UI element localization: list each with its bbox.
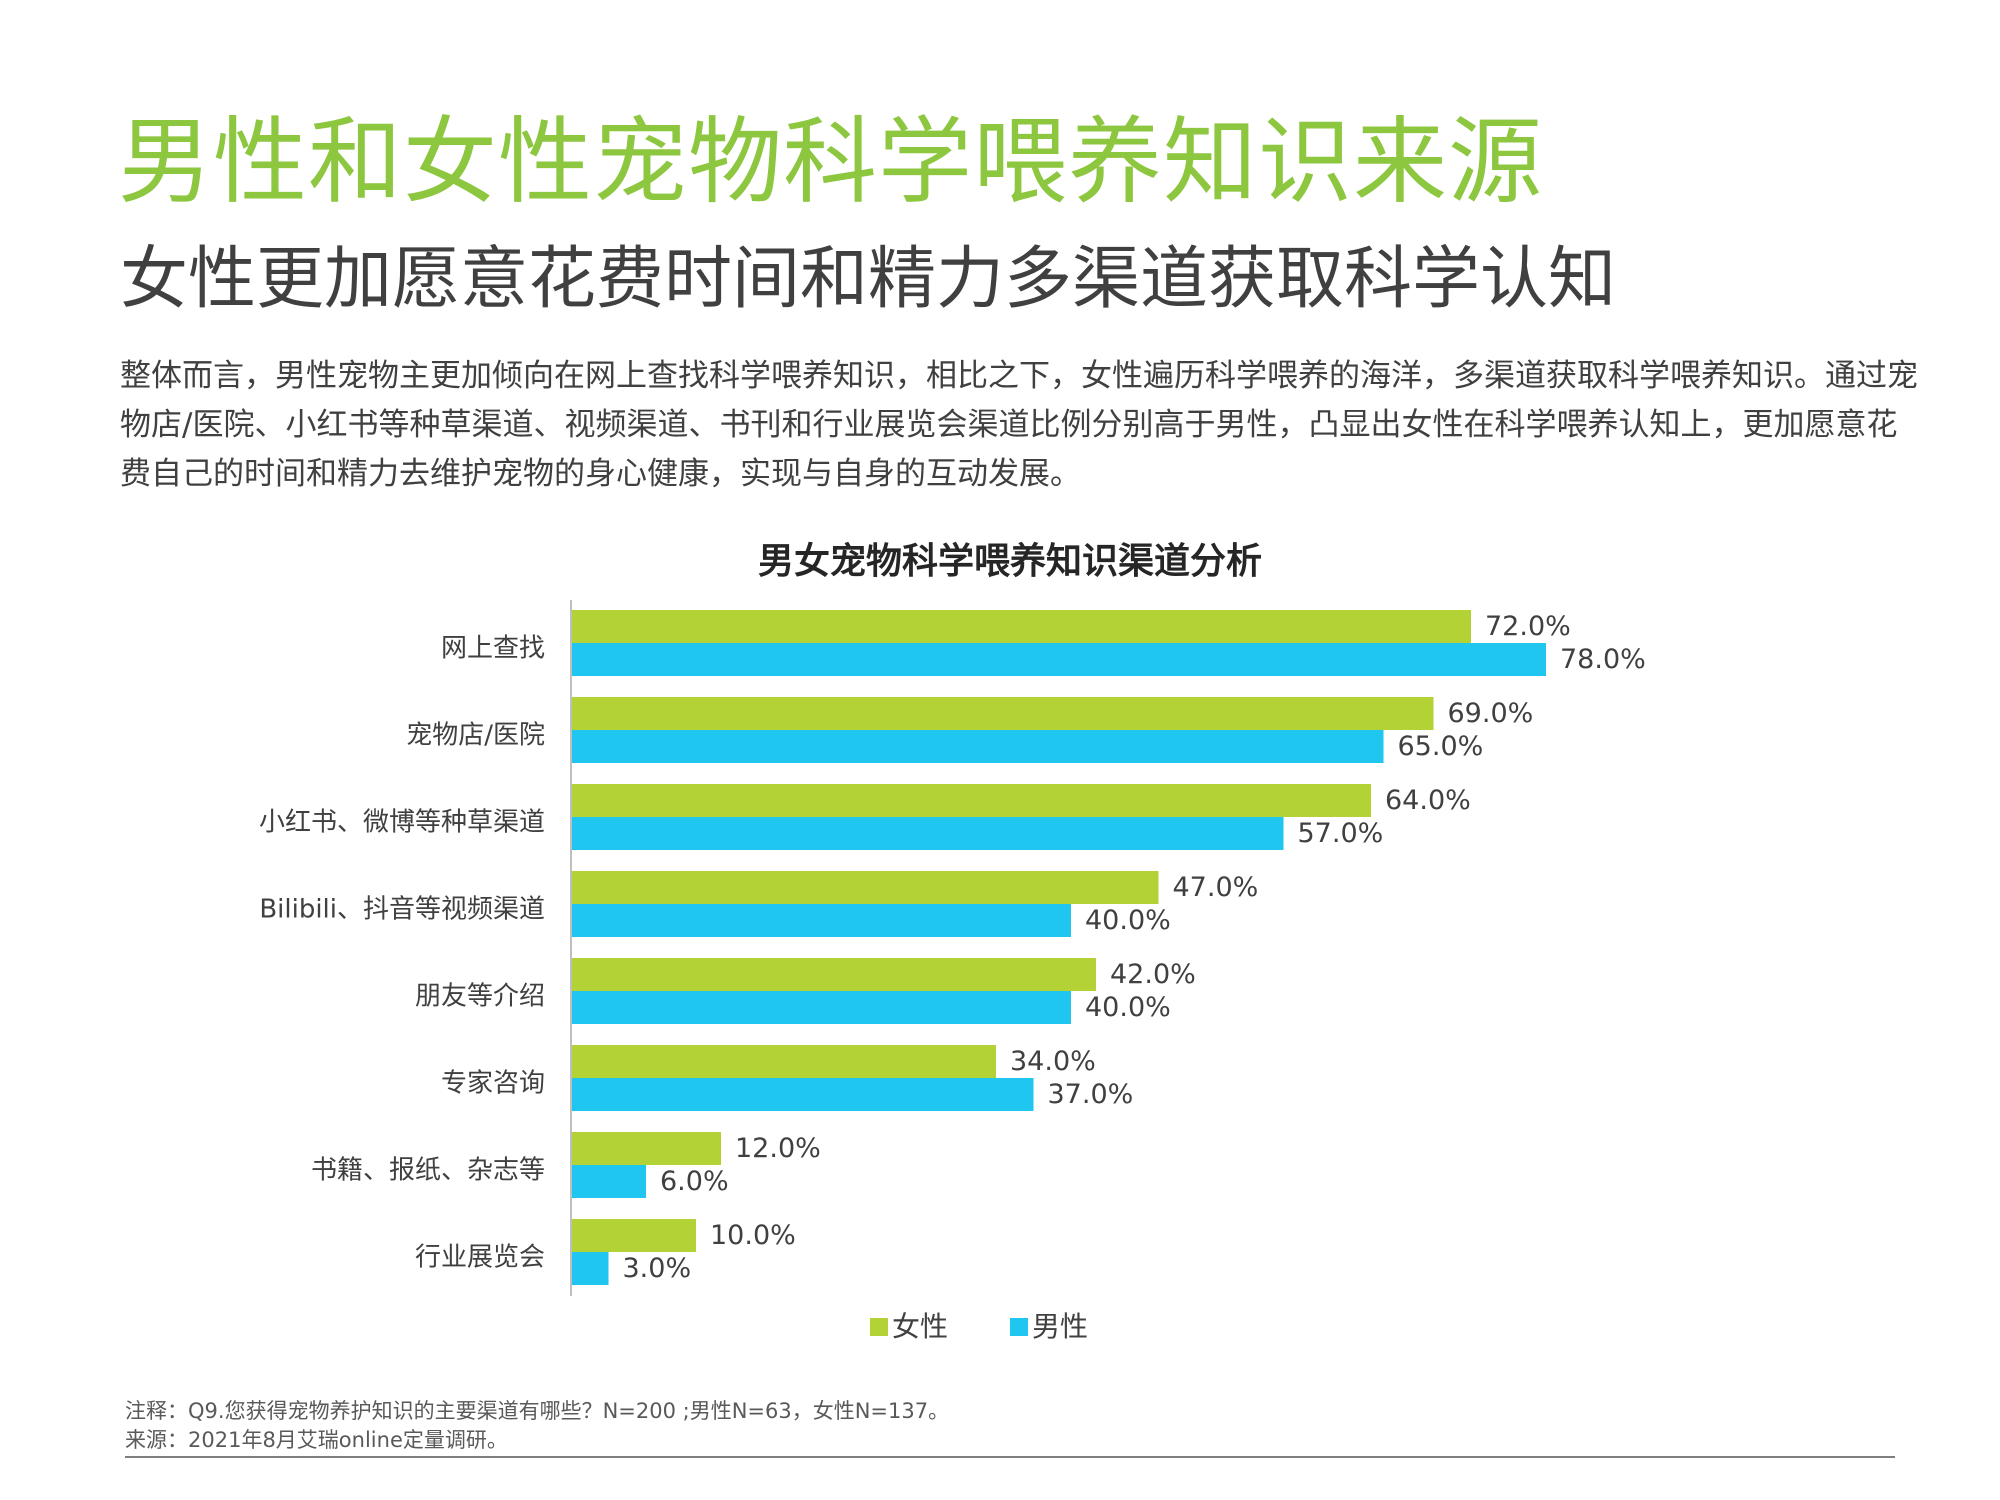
category-label: 网上查找 (441, 634, 545, 664)
bar-female (571, 1219, 696, 1252)
data-label: 37.0% (1048, 1079, 1134, 1110)
category-label: 朋友等介绍 (415, 982, 545, 1012)
bar-male (571, 991, 1071, 1024)
bar-male (571, 817, 1284, 850)
bar-female (571, 610, 1471, 643)
bar-male (571, 730, 1384, 763)
category-label: 小红书、微博等种草渠道 (259, 808, 545, 838)
bar-male (571, 1165, 646, 1198)
bar-female (571, 958, 1096, 991)
bar-female (571, 784, 1371, 817)
data-label: 6.0% (660, 1166, 729, 1197)
bottom-divider (125, 1456, 1895, 1458)
page-subtitle: 女性更加愿意花费时间和精力多渠道获取科学认知 (120, 240, 1617, 319)
data-label: 12.0% (735, 1133, 821, 1164)
category-label: 书籍、报纸、杂志等 (311, 1156, 545, 1186)
data-label: 47.0% (1173, 872, 1259, 903)
legend-swatch-male (1010, 1318, 1028, 1336)
data-label: 40.0% (1085, 905, 1171, 936)
data-label: 3.0% (623, 1253, 692, 1284)
category-label: 宠物店/医院 (406, 721, 545, 751)
data-label: 64.0% (1385, 785, 1471, 816)
page-title: 男性和女性宠物科学喂养知识来源 (118, 108, 1544, 217)
legend-label: 男性 (1032, 1310, 1088, 1343)
summary-paragraph: 整体而言，男性宠物主更加倾向在网上查找科学喂养知识，相比之下，女性遍历科学喂养的… (120, 358, 1918, 492)
bar-male (571, 1252, 609, 1285)
bar-female (571, 697, 1434, 730)
data-label: 34.0% (1010, 1046, 1096, 1077)
footnote-source: 来源：2021年8月艾瑞online定量调研。 (125, 1428, 508, 1452)
chart-title: 男女宠物科学喂养知识渠道分析 (757, 541, 1262, 582)
bar-female (571, 871, 1159, 904)
data-label: 78.0% (1560, 644, 1646, 675)
legend-label: 女性 (892, 1310, 948, 1343)
category-label: 行业展览会 (415, 1243, 545, 1273)
bar-male (571, 643, 1546, 676)
data-label: 40.0% (1085, 992, 1171, 1023)
category-label: 专家咨询 (441, 1069, 545, 1099)
footnote-note: 注释：Q9.您获得宠物养护知识的主要渠道有哪些？N=200 ;男性N=63，女性… (125, 1399, 950, 1423)
bar-male (571, 1078, 1034, 1111)
data-label: 69.0% (1448, 698, 1534, 729)
bar-female (571, 1045, 996, 1078)
data-label: 42.0% (1110, 959, 1196, 990)
category-label: Bilibili、抖音等视频渠道 (259, 895, 545, 925)
data-label: 72.0% (1485, 611, 1571, 642)
footnote: 注释：Q9.您获得宠物养护知识的主要渠道有哪些？N=200 ;男性N=63，女性… (125, 1397, 949, 1455)
data-label: 10.0% (710, 1220, 796, 1251)
data-label: 57.0% (1298, 818, 1384, 849)
data-label: 65.0% (1398, 731, 1484, 762)
legend-swatch-female (870, 1318, 888, 1336)
bar-male (571, 904, 1071, 937)
bar-female (571, 1132, 721, 1165)
